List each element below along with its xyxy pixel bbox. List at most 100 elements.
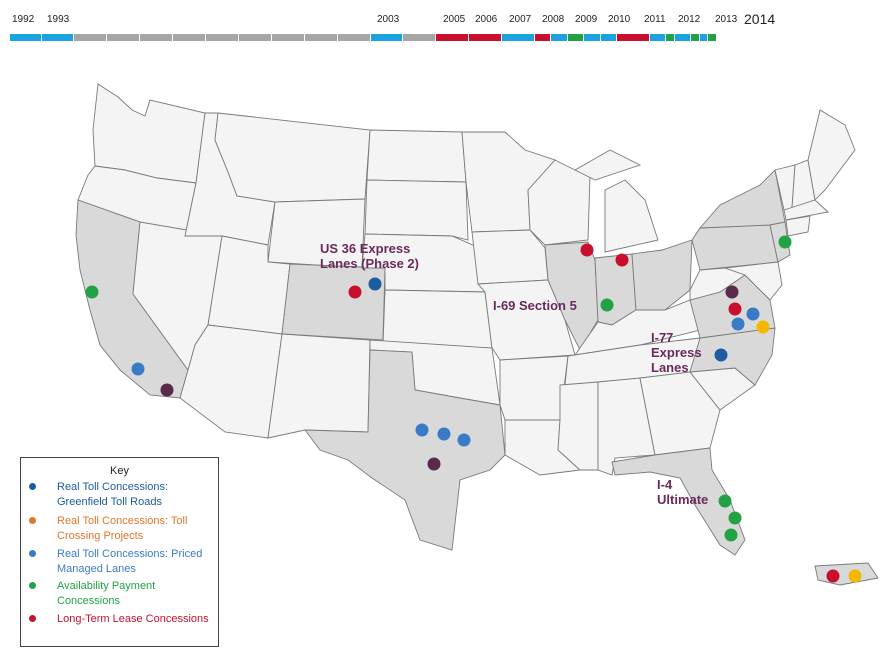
timeline-year[interactable]: 2005 (443, 14, 466, 25)
project-marker[interactable] (756, 320, 770, 334)
project-marker[interactable] (848, 569, 862, 583)
timeline-year[interactable]: 1992 (12, 14, 35, 25)
project-marker[interactable] (615, 253, 629, 267)
timeline-year[interactable]: 2006 (475, 14, 498, 25)
state-iowa[interactable] (471, 229, 549, 285)
timeline-segment[interactable] (403, 34, 435, 41)
project-marker[interactable] (348, 285, 362, 299)
timeline-year[interactable]: 2008 (542, 14, 565, 25)
timeline-segment[interactable] (74, 34, 106, 41)
timeline-year[interactable]: 2013 (715, 14, 738, 25)
legend-label: Long-Term Lease Concessions (57, 613, 209, 625)
project-marker[interactable] (160, 383, 174, 397)
legend-label: Availability Payment Concessions (57, 580, 156, 607)
state-north-dakota[interactable] (366, 129, 467, 183)
project-marker[interactable] (415, 423, 429, 437)
timeline-segment[interactable] (691, 34, 699, 41)
timeline-segment[interactable] (10, 34, 41, 41)
timeline-segment[interactable] (617, 34, 649, 41)
legend-label: Real Toll Concessions: Priced Managed La… (57, 548, 203, 575)
timeline-segment[interactable] (206, 34, 238, 41)
project-marker[interactable] (368, 277, 382, 291)
legend-dot (29, 483, 36, 490)
timeline-segment[interactable] (173, 34, 205, 41)
project-marker[interactable] (714, 348, 728, 362)
state-kansas[interactable] (382, 289, 493, 349)
legend-dot (29, 517, 36, 524)
state-michigan[interactable] (574, 149, 659, 253)
project-marker[interactable] (731, 317, 745, 331)
state-puerto-rico[interactable] (814, 562, 879, 586)
project-markers (85, 235, 862, 583)
project-marker[interactable] (746, 307, 760, 321)
timeline-year[interactable]: 2009 (575, 14, 598, 25)
state-ohio[interactable] (631, 239, 693, 311)
project-marker[interactable] (437, 427, 451, 441)
state-massachusetts[interactable] (783, 199, 829, 221)
state-maryland[interactable] (724, 261, 783, 301)
project-marker[interactable] (826, 569, 840, 583)
state-connecticut[interactable] (785, 215, 811, 237)
timeline-segment[interactable] (568, 34, 583, 41)
timeline-segment[interactable] (107, 34, 139, 41)
state-kentucky[interactable] (574, 299, 701, 356)
state-colorado[interactable] (281, 263, 386, 341)
timeline-segment[interactable] (708, 34, 716, 41)
project-marker[interactable] (131, 362, 145, 376)
timeline-segment[interactable] (502, 34, 534, 41)
timeline-segment[interactable] (535, 34, 550, 41)
timeline-year[interactable]: 2010 (608, 14, 631, 25)
state-south-dakota[interactable] (364, 179, 469, 241)
timeline-segment[interactable] (666, 34, 674, 41)
timeline-year[interactable]: 2003 (377, 14, 400, 25)
timeline-segment[interactable] (272, 34, 304, 41)
project-marker[interactable] (457, 433, 471, 447)
state-wisconsin[interactable] (527, 159, 591, 246)
legend-dot (29, 550, 36, 557)
timeline-segment[interactable] (675, 34, 690, 41)
timeline-segment[interactable] (239, 34, 271, 41)
state-maine[interactable] (807, 109, 856, 201)
label-i77: I-77 Express Lanes (651, 330, 702, 375)
timeline-segment[interactable] (584, 34, 600, 41)
timeline-segment[interactable] (650, 34, 665, 41)
legend-dot (29, 582, 36, 589)
project-marker[interactable] (728, 302, 742, 316)
project-marker[interactable] (778, 235, 792, 249)
state-new-york[interactable] (698, 169, 786, 229)
project-marker[interactable] (85, 285, 99, 299)
state-new-mexico[interactable] (267, 333, 371, 439)
timeline-year[interactable]: 2007 (509, 14, 532, 25)
project-marker[interactable] (718, 494, 732, 508)
timeline-year[interactable]: 2012 (678, 14, 701, 25)
timeline-segment[interactable] (338, 34, 370, 41)
label-us36: US 36 Express Lanes (Phase 2) (320, 241, 419, 271)
project-marker[interactable] (580, 243, 594, 257)
timeline-year[interactable]: 1993 (47, 14, 70, 25)
state-florida[interactable] (611, 447, 746, 556)
timeline-segment[interactable] (601, 34, 616, 41)
timeline-segment[interactable] (305, 34, 337, 41)
project-marker[interactable] (427, 457, 441, 471)
timeline-segment[interactable] (436, 34, 468, 41)
project-marker[interactable] (600, 298, 614, 312)
state-georgia[interactable] (639, 371, 721, 456)
state-montana[interactable] (214, 112, 371, 203)
timeline-segment[interactable] (42, 34, 73, 41)
timeline-segment[interactable] (469, 34, 501, 41)
project-marker[interactable] (728, 511, 742, 525)
project-marker[interactable] (725, 285, 739, 299)
timeline-segment[interactable] (371, 34, 402, 41)
legend: Key Real Toll Concessions: Greenfield To… (20, 457, 219, 647)
timeline-segment[interactable] (551, 34, 567, 41)
timeline-segment[interactable] (140, 34, 172, 41)
timeline-year[interactable]: 2011 (644, 14, 666, 25)
state-arkansas[interactable] (499, 355, 569, 421)
timeline-segment[interactable] (700, 34, 707, 41)
timeline-year-current[interactable]: 2014 (744, 11, 776, 27)
legend-label: Real Toll Concessions: Toll Crossing Pro… (57, 515, 188, 542)
project-marker[interactable] (724, 528, 738, 542)
state-texas[interactable] (304, 349, 506, 551)
